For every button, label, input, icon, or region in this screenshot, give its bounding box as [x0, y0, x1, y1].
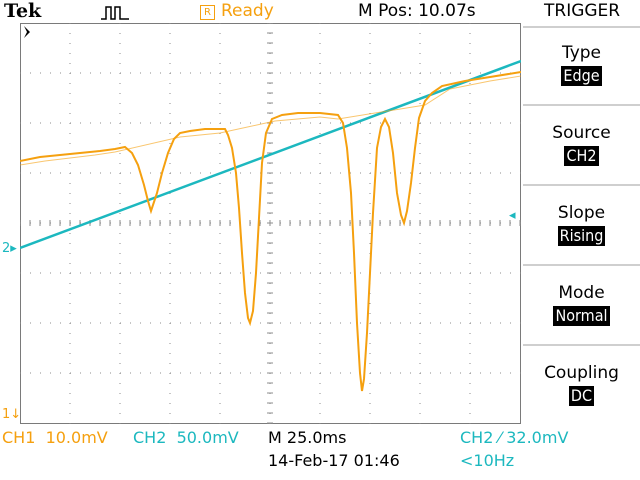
menu-divider: [523, 344, 640, 346]
ch2-readout: CH2 50.0mV: [133, 428, 239, 448]
menu-mode-label: Mode: [558, 283, 605, 303]
menu-source-label: Source: [552, 123, 611, 143]
graticule: [20, 23, 521, 424]
menu-source[interactable]: Source CH2: [523, 122, 640, 166]
ch1-marker-label: 1: [2, 407, 11, 422]
menu-type[interactable]: Type Edge: [523, 42, 640, 86]
acquisition-icon: [101, 6, 129, 20]
menu-divider: [523, 26, 640, 28]
menu-slope-label: Slope: [557, 203, 606, 223]
frequency-readout: <10Hz: [460, 451, 515, 470]
ch2-label: CH2: [133, 428, 167, 447]
horizontal-position-readout: M Pos: 10.07s: [358, 1, 476, 21]
ch1-label: CH1: [2, 428, 36, 447]
ch2-ground-marker: 2▸: [2, 241, 17, 256]
acquisition-status: R Ready: [200, 0, 274, 22]
ch1-noise-overlay: [20, 75, 521, 166]
menu-title: TRIGGER: [544, 1, 621, 21]
menu-divider: [523, 104, 640, 106]
menu-mode-value: Normal: [553, 306, 610, 326]
ch1-waveform: [20, 71, 521, 392]
menu-mode[interactable]: Mode Normal: [523, 282, 640, 326]
menu-divider: [523, 184, 640, 186]
menu-coupling-label: Coupling: [544, 363, 619, 383]
ch2-marker-label: 2: [2, 241, 11, 256]
top-trigger-marker-icon: [24, 26, 30, 38]
menu-slope-value: Rising: [557, 226, 606, 246]
menu-divider: [523, 264, 640, 266]
ch1-ground-marker: 1↓: [2, 407, 22, 422]
waveform-display: [20, 23, 521, 424]
ch1-scale: 10.0mV: [45, 428, 108, 447]
trigger-level-marker-icon: ◂: [509, 208, 516, 223]
ch1-readout: CH1 10.0mV: [2, 428, 108, 448]
datetime-readout: 14-Feb-17 01:46: [268, 451, 400, 470]
brand-logo: Tek: [4, 0, 42, 22]
timebase-readout: M 25.0ms: [268, 428, 347, 447]
menu-type-label: Type: [561, 43, 602, 63]
menu-coupling[interactable]: Coupling DC: [523, 362, 640, 406]
menu-slope[interactable]: Slope Rising: [523, 202, 640, 246]
menu-coupling-value: DC: [568, 386, 595, 406]
ready-status-icon: R: [200, 5, 215, 20]
ch2-waveform: [20, 59, 521, 250]
menu-source-value: CH2: [564, 146, 599, 166]
status-text: Ready: [221, 1, 274, 21]
trigger-readout: CH2 ⁄ 32.0mV: [460, 428, 569, 447]
menu-type-value: Edge: [561, 66, 602, 86]
ch2-scale: 50.0mV: [176, 428, 239, 447]
